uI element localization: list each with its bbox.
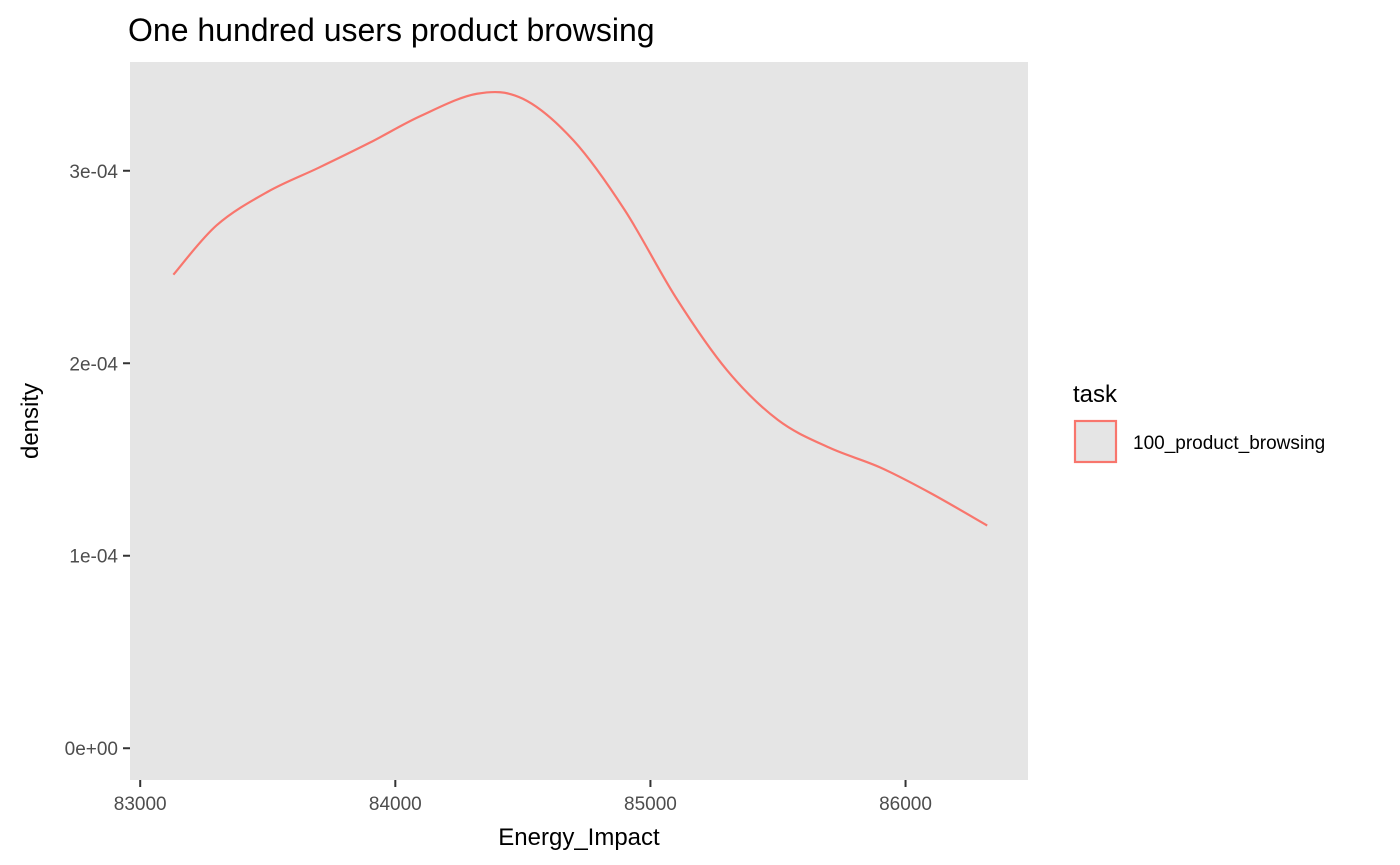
y-tick-label: 2e-04 (69, 354, 118, 375)
x-tick-label: 83000 (114, 794, 167, 815)
x-tick-label: 85000 (624, 794, 677, 815)
y-axis-title: density (17, 383, 44, 459)
y-tick-label: 1e-04 (69, 547, 118, 568)
x-tick-label: 84000 (369, 794, 422, 815)
legend-title: task (1073, 381, 1118, 408)
chart-title: One hundred users product browsing (128, 12, 655, 48)
x-axis-title: Energy_Impact (498, 824, 660, 851)
legend-label-100-product-browsing: 100_product_browsing (1133, 433, 1325, 454)
x-axis: 83000 84000 85000 86000 (114, 780, 932, 815)
legend: task 100_product_browsing (1073, 381, 1325, 464)
y-axis: 0e+00 1e-04 2e-04 3e-04 (65, 162, 130, 760)
legend-key-100-product-browsing (1073, 419, 1118, 464)
y-tick-label: 3e-04 (69, 162, 118, 183)
plot-panel (130, 62, 1028, 780)
y-tick-label: 0e+00 (65, 739, 118, 760)
series-line-100-product-browsing (172, 90, 988, 527)
x-tick-label: 86000 (879, 794, 932, 815)
